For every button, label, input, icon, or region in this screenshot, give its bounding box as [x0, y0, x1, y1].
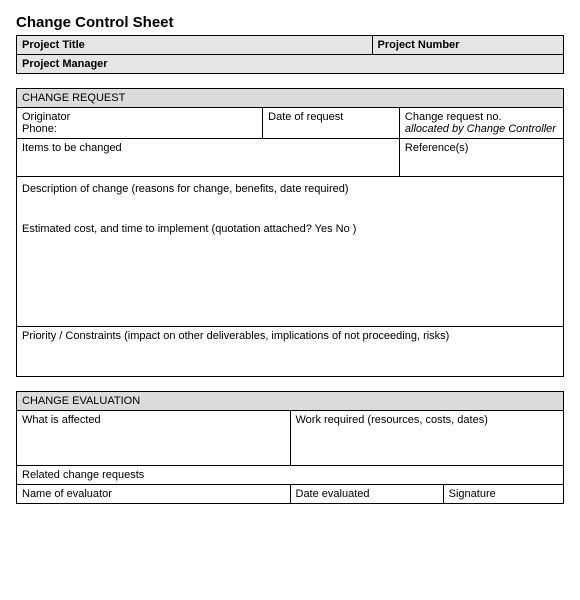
- phone-label: Phone:: [22, 123, 257, 135]
- change-evaluation-table: CHANGE EVALUATION What is affected Work …: [16, 391, 564, 504]
- project-manager-label: Project Manager: [17, 55, 564, 74]
- signature-cell: Signature: [443, 485, 563, 504]
- change-request-no-label: Change request no.: [405, 111, 558, 123]
- references-cell: Reference(s): [399, 139, 563, 177]
- description-label: Description of change (reasons for chang…: [22, 183, 558, 195]
- work-required-cell: Work required (resources, costs, dates): [290, 411, 564, 466]
- originator-cell: Originator Phone:: [17, 108, 263, 139]
- allocated-note: allocated by Change Controller: [405, 123, 558, 135]
- priority-cell: Priority / Constraints (impact on other …: [17, 327, 564, 377]
- related-cell: Related change requests: [17, 466, 564, 485]
- date-of-request-cell: Date of request: [263, 108, 400, 139]
- page-title: Change Control Sheet: [16, 14, 564, 31]
- date-evaluated-cell: Date evaluated: [290, 485, 443, 504]
- change-evaluation-header: CHANGE EVALUATION: [17, 392, 564, 411]
- what-affected-cell: What is affected: [17, 411, 291, 466]
- project-number-label: Project Number: [372, 36, 563, 55]
- change-request-table: CHANGE REQUEST Originator Phone: Date of…: [16, 88, 564, 377]
- change-request-header: CHANGE REQUEST: [17, 89, 564, 108]
- items-cell: Items to be changed: [17, 139, 400, 177]
- originator-label: Originator: [22, 111, 257, 123]
- header-table: Project Title Project Number Project Man…: [16, 35, 564, 74]
- change-request-no-cell: Change request no. allocated by Change C…: [399, 108, 563, 139]
- project-title-label: Project Title: [17, 36, 373, 55]
- evaluator-cell: Name of evaluator: [17, 485, 291, 504]
- estimated-label: Estimated cost, and time to implement (q…: [22, 223, 558, 235]
- description-cell: Description of change (reasons for chang…: [17, 177, 564, 327]
